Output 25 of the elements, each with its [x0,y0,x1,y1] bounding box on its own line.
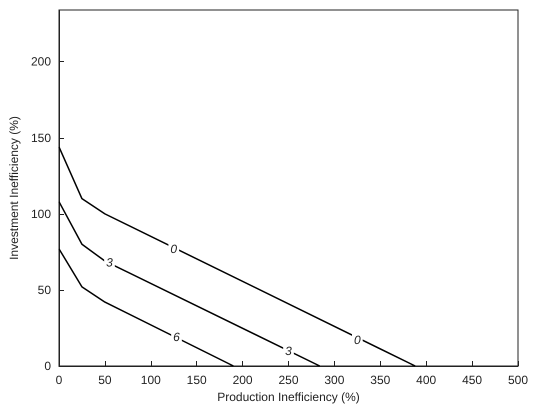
x-tick-label: 100 [140,373,162,387]
x-tick-label: 200 [232,373,253,387]
annotation: 3 [285,344,292,358]
annotation: 0 [354,333,362,348]
x-tick-label: 350 [370,373,391,387]
x-tick-label: 400 [416,373,437,387]
annotation: 6 [173,330,180,344]
annotation: 0 [170,242,178,256]
y-tick-label: 150 [30,130,52,145]
annotation: 3 [106,256,114,270]
line-series [58,146,416,367]
y-tick-label: 200 [30,54,52,69]
y-axis-title: Investment Inefficiency (%) [7,116,22,260]
x-tick-label: 0 [56,373,63,387]
x-axis-title: Production Inefficiency (%) [217,390,360,404]
x-tick-label: 500 [508,373,528,387]
x-tick-label: 250 [278,373,299,387]
x-tick-label: 50 [98,373,112,387]
x-tick-label: 300 [324,373,345,387]
x-tick-label: 450 [462,373,482,387]
line-series [58,200,320,367]
y-tick-label: 50 [38,282,52,297]
y-tick-label: 0 [44,359,52,373]
x-tick-label: 150 [186,373,208,387]
y-tick-label: 100 [30,206,52,221]
